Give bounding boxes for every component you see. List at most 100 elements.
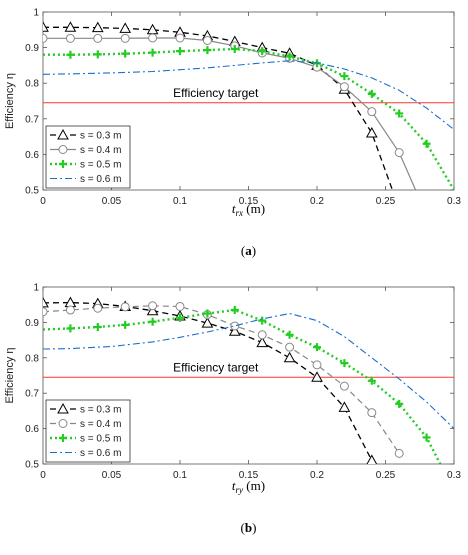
- series-3-point: [66, 50, 75, 59]
- legend-marker-1: [57, 128, 69, 140]
- x-axis-label-main: t: [232, 478, 236, 493]
- series-1-point: [256, 336, 269, 348]
- series-2-point: [367, 408, 377, 418]
- caption-letter: a: [245, 243, 252, 258]
- series-2-point: [43, 307, 48, 317]
- x-tick-label: 0.15: [239, 196, 259, 207]
- series-2-point: [120, 33, 130, 43]
- y-tick-label: 0.6: [25, 424, 39, 435]
- series-3-point: [203, 309, 212, 318]
- caption-open: (: [241, 243, 245, 258]
- caption-close: ): [252, 520, 256, 535]
- x-axis-label-unit: (m): [243, 478, 265, 493]
- series-2-point: [394, 448, 404, 458]
- series-1-point: [366, 454, 378, 464]
- legend: s = 0.3 m s = 0.4 m s = 0.5 m s = 0.6 m: [45, 399, 131, 463]
- series-2-point: [175, 33, 185, 43]
- chart-panel-2: 0 0.05 0.1 0.15 0.2 0.25 0.3 0.5 0.6 0.7 0.8 0.9 1 Ef…: [4, 283, 461, 536]
- series-2-point: [230, 321, 240, 331]
- series-3-point: [93, 50, 102, 59]
- series-3-point: [395, 399, 404, 408]
- series-3-point: [422, 139, 431, 148]
- series-3-point: [422, 433, 431, 442]
- x-tick-label: 0.3: [447, 196, 461, 207]
- y-axis-label: Efficiency η: [4, 73, 16, 129]
- series-3-point: [395, 109, 404, 118]
- legend-entry-2: s = 0.4 m: [80, 419, 121, 430]
- series-2-point: [65, 305, 75, 315]
- series-2-point: [43, 33, 48, 43]
- legend-marker-2: [58, 145, 68, 154]
- series-1-point: [283, 351, 296, 363]
- series-3-point: [203, 46, 212, 55]
- series-2-point: [93, 303, 103, 313]
- x-axis-label-main: t: [232, 201, 236, 216]
- series-2-point: [285, 342, 295, 352]
- series-3-point: [285, 330, 294, 339]
- series-2-point: [202, 35, 212, 45]
- series-2-point: [148, 33, 158, 43]
- series-2-point: [175, 301, 185, 311]
- series-3-point: [258, 316, 267, 325]
- x-tick-label: 0.05: [102, 196, 122, 207]
- series-2-point: [148, 301, 158, 311]
- series-line-4: [43, 60, 454, 130]
- legend-entry-4: s = 0.6 m: [80, 174, 121, 185]
- x-tick-label: 0.05: [102, 470, 122, 481]
- series-1-point: [311, 371, 323, 382]
- panel-caption: (b): [241, 520, 257, 535]
- caption-open: (: [241, 520, 245, 535]
- series-line-3: [43, 47, 454, 190]
- series-1-point: [201, 317, 214, 328]
- plot-content: [43, 296, 454, 464]
- caption-close: ): [252, 243, 256, 258]
- x-tick-label: 0.2: [310, 196, 324, 207]
- legend-marker-3: [59, 434, 67, 442]
- y-tick-label: 0.5: [25, 186, 39, 197]
- x-tick-label: 0.25: [376, 196, 396, 207]
- series-2-point: [312, 360, 322, 370]
- legend-entry-4: s = 0.6 m: [80, 448, 121, 459]
- caption-letter: b: [245, 520, 252, 535]
- y-tick-label: 0.6: [25, 150, 39, 161]
- series-1-point: [365, 127, 378, 138]
- x-axis-label-unit: (m): [243, 201, 265, 216]
- x-tick-label: 0: [40, 196, 46, 207]
- x-tick-label: 0.25: [376, 470, 396, 481]
- series-3-point: [258, 47, 267, 56]
- legend-entry-3: s = 0.5 m: [80, 160, 121, 171]
- series-3-point: [93, 323, 102, 332]
- series-3-point: [367, 89, 376, 98]
- efficiency-target-label: Efficiency target: [173, 360, 259, 374]
- x-tick-label: 0.1: [173, 196, 187, 207]
- x-axis-label: trx (m): [232, 201, 265, 218]
- efficiency-target-label: Efficiency target: [173, 86, 259, 100]
- series-2-point: [120, 302, 130, 312]
- series-3-point: [148, 317, 157, 326]
- series-line-4: [43, 312, 454, 429]
- series-2-point: [257, 330, 267, 340]
- y-tick-label: 0.8: [25, 79, 39, 90]
- panel-caption: (a): [241, 243, 256, 258]
- series-3-point: [285, 52, 294, 61]
- x-tick-label: 0.1: [173, 470, 187, 481]
- series-1-point: [119, 22, 132, 33]
- series-3-point: [230, 306, 239, 315]
- chart-panel-1: 0 0.05 0.1 0.15 0.2 0.25 0.3 0.5 0.6 0.7 0.8 0.9 1 Ef…: [4, 8, 461, 259]
- x-axis-label-sub: rx: [236, 208, 244, 218]
- y-axis-label: Efficiency η: [4, 347, 16, 403]
- series-3-point: [313, 343, 321, 352]
- y-tick-label: 0.7: [25, 389, 39, 400]
- legend-marker-1: [57, 402, 69, 414]
- plot-content: [43, 21, 454, 190]
- legend-marker-3: [59, 160, 67, 168]
- legend-entry-3: s = 0.5 m: [80, 434, 121, 445]
- series-3-point: [176, 47, 184, 56]
- series-3-point: [121, 320, 130, 329]
- x-tick-label: 0.2: [310, 470, 324, 481]
- series-1-point: [228, 325, 241, 336]
- series-line-3: [43, 308, 442, 464]
- legend: s = 0.3 m s = 0.4 m s = 0.5 m s = 0.6 m: [45, 125, 131, 189]
- series-1-point: [64, 21, 77, 32]
